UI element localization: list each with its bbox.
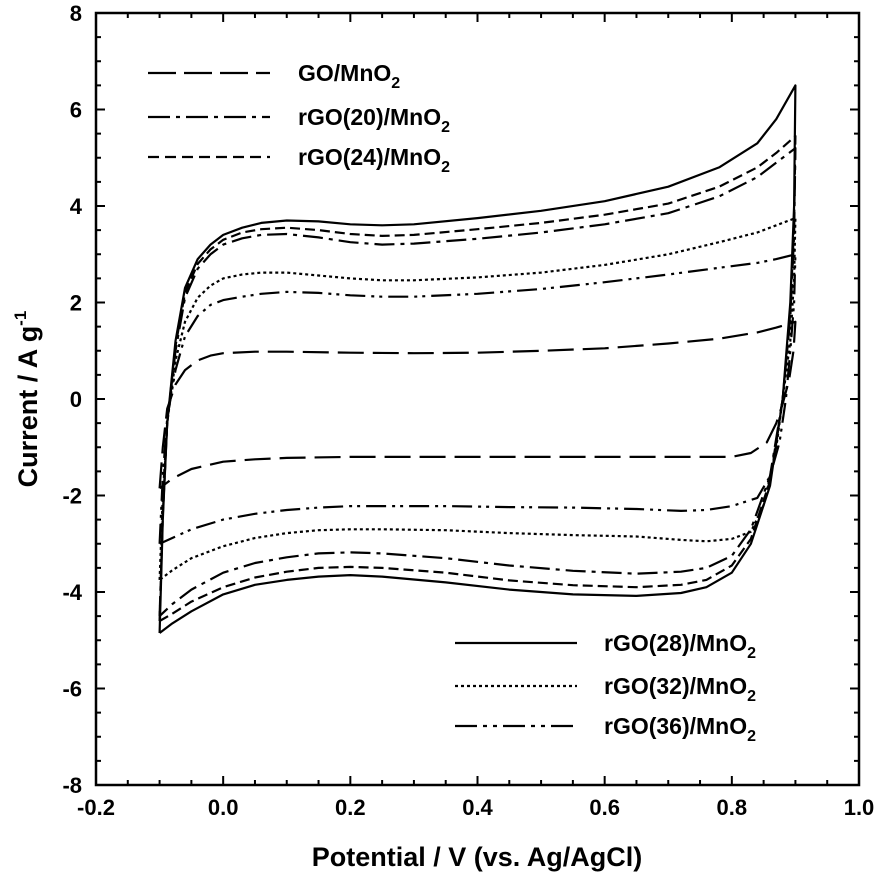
x-tick-label: 0.0 (208, 795, 239, 820)
y-tick-label: 4 (70, 194, 83, 219)
legend-top-left: GO/MnO2 rGO(20)/MnO2 rGO(24)/MnO2 (148, 60, 450, 176)
y-tick-label: -8 (62, 773, 82, 798)
series-rgo-32-mno2 (158, 217, 797, 581)
x-tick-label: 0.4 (462, 795, 493, 820)
y-axis-title-superscript: -1 (11, 311, 30, 326)
x-tick-label: 0.6 (589, 795, 620, 820)
series-rgo-36-mno2 (158, 253, 797, 545)
x-tick-label: 0.2 (335, 795, 366, 820)
legend-entry-rgo36-mno2: rGO(36)/MnO2 (455, 713, 756, 745)
x-tick-label: 1.0 (844, 795, 875, 820)
series-go-mno2 (158, 320, 797, 490)
legend-entry-rgo24-mno2: rGO(24)/MnO2 (148, 144, 450, 176)
series-rgo-20-mno2 (158, 147, 797, 617)
y-axis-title: Current / A g-1 (11, 311, 43, 488)
legend-label-rgo24-mno2: rGO(24)/MnO2 (298, 144, 450, 176)
y-tick-label: -6 (62, 677, 82, 702)
legend-label-rgo36-mno2: rGO(36)/MnO2 (604, 713, 756, 745)
series-rgo-24-mno2 (158, 134, 797, 622)
y-tick-label: 0 (70, 387, 82, 412)
curves-layer (158, 84, 797, 634)
y-tick-labels: -8 -6 -4 -2 0 2 4 6 8 (62, 1, 82, 798)
legend-entry-rgo32-mno2: rGO(32)/MnO2 (455, 673, 756, 705)
y-tick-label: 2 (70, 291, 82, 316)
x-tick-labels: -0.2 0.0 0.2 0.4 0.6 0.8 1.0 (77, 795, 874, 820)
legend-bottom-right: rGO(28)/MnO2 rGO(32)/MnO2 rGO(36)/MnO2 (455, 630, 756, 745)
plot-area (94, 11, 861, 787)
x-tick-label: -0.2 (77, 795, 115, 820)
series-rgo-28-mno2 (158, 84, 797, 634)
legend-label-go-mno2: GO/MnO2 (298, 60, 400, 92)
y-tick-label: -2 (62, 484, 82, 509)
x-tick-label: 0.8 (717, 795, 748, 820)
ticks-layer (95, 12, 860, 786)
x-axis-title: Potential / V (vs. Ag/AgCl) (312, 842, 643, 872)
y-tick-label: 8 (70, 1, 82, 26)
legend-entry-rgo28-mno2: rGO(28)/MnO2 (455, 630, 756, 662)
y-tick-label: -4 (62, 580, 82, 605)
legend-label-rgo20-mno2: rGO(20)/MnO2 (298, 104, 450, 136)
y-axis-title-main: Current / A g (13, 326, 43, 488)
legend-entry-go-mno2: GO/MnO2 (148, 60, 400, 92)
legend-label-rgo32-mno2: rGO(32)/MnO2 (604, 673, 756, 705)
y-tick-label: 6 (70, 98, 82, 123)
legend-entry-rgo20-mno2: rGO(20)/MnO2 (148, 104, 450, 136)
legend-label-rgo28-mno2: rGO(28)/MnO2 (604, 630, 756, 662)
